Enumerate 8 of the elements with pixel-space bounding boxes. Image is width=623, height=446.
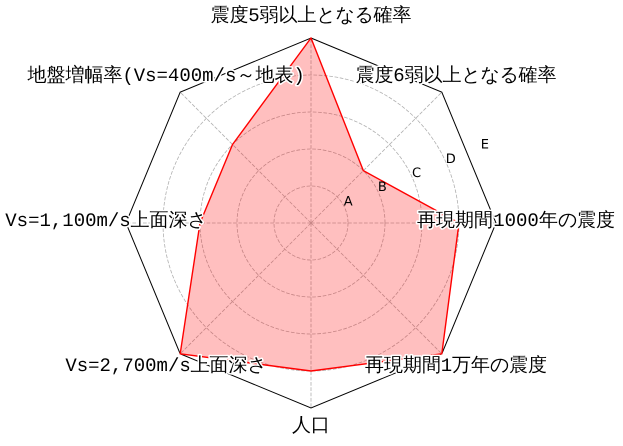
tick-label: E (480, 138, 490, 153)
tick-label: B (378, 180, 387, 196)
tick-label: A (344, 194, 353, 210)
category-label: 人口 (292, 415, 330, 437)
tick-label: C (412, 166, 422, 182)
category-label: 再現期間1000年の震度 (417, 210, 615, 232)
tick-label: D (446, 152, 456, 167)
category-label: 震度5弱以上となる確率 (210, 5, 412, 27)
